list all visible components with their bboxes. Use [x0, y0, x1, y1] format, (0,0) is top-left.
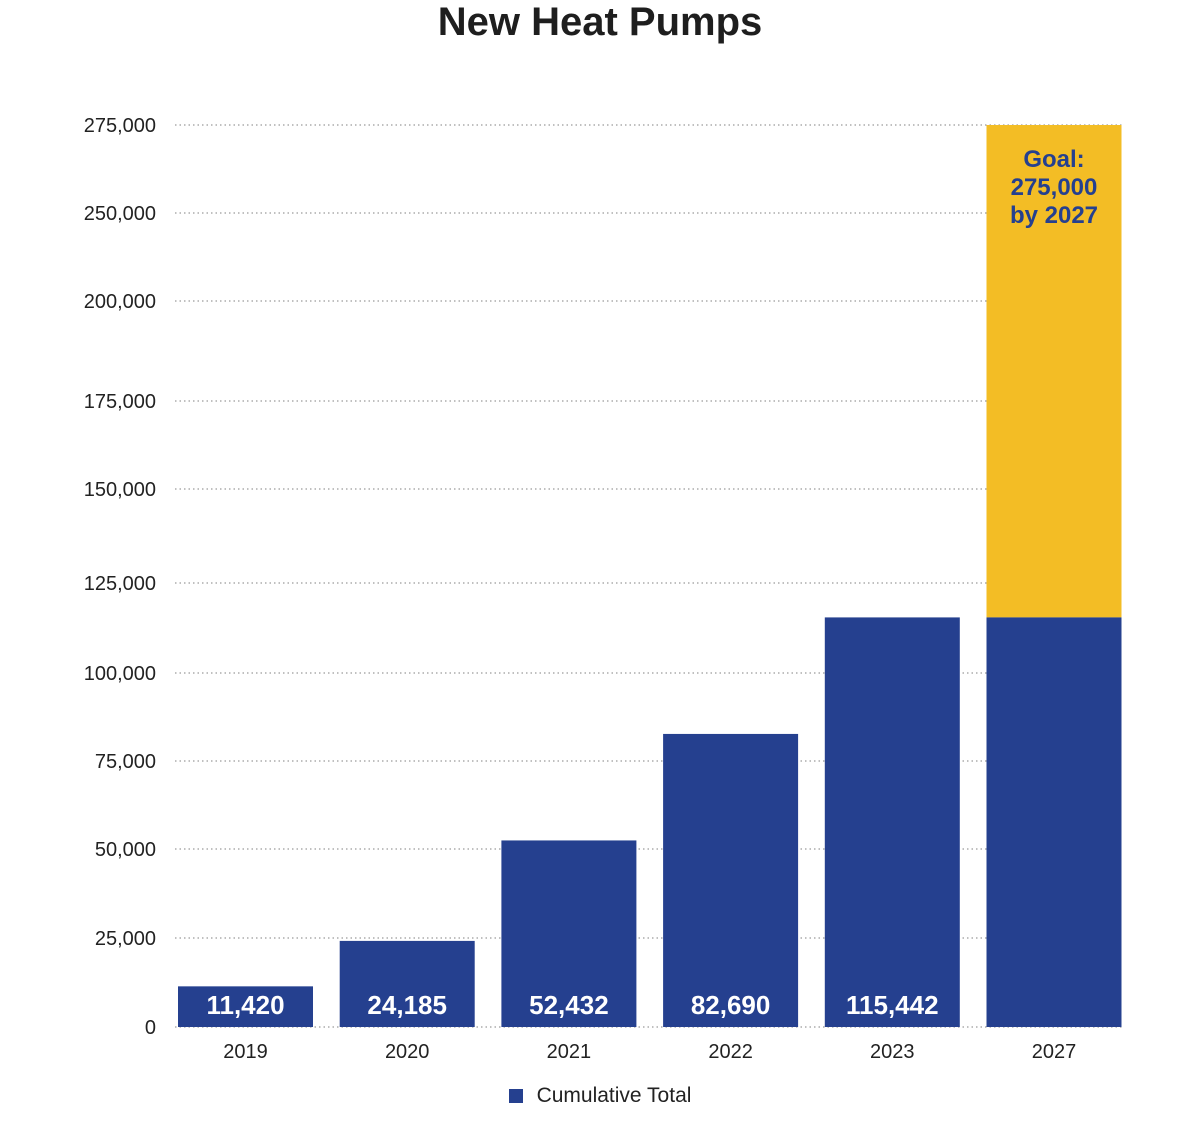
legend-label: Cumulative Total — [536, 1084, 692, 1107]
y-tick-label: 25,000 — [95, 928, 156, 950]
y-tick-label: 50,000 — [95, 839, 156, 861]
y-tick-label: 100,000 — [84, 663, 156, 685]
y-tick-label: 150,000 — [84, 479, 156, 501]
x-tick-label: 2027 — [1032, 1041, 1077, 1063]
legend: Cumulative Total — [0, 1084, 1200, 1108]
chart-title: New Heat Pumps — [437, 0, 763, 44]
y-tick-label: 250,000 — [84, 203, 156, 225]
goal-label: Goal: — [1023, 146, 1084, 173]
x-axis-ticks: 2019 2020 2021 2022 2023 2027 — [223, 1041, 1076, 1063]
gridlines — [175, 124, 1122, 1028]
bar-value-label: 52,432 — [529, 990, 609, 1020]
bar-2027 — [986, 617, 1122, 1027]
x-tick-label: 2023 — [870, 1041, 915, 1063]
x-tick-label: 2022 — [708, 1041, 753, 1063]
y-tick-label: 125,000 — [84, 573, 156, 595]
x-tick-label: 2020 — [385, 1041, 430, 1063]
x-tick-label: 2019 — [223, 1041, 268, 1063]
bar-value-label: 115,442 — [846, 990, 939, 1020]
bar-2021 — [501, 840, 637, 1027]
goal-label: by 2027 — [1010, 202, 1098, 229]
bars: 11,420 24,185 52,432 82,690 115,442 Goal:275,… — [178, 125, 1122, 1027]
bar-value-label: 24,185 — [367, 990, 447, 1020]
bar-value-label: 82,690 — [691, 990, 771, 1020]
legend-swatch — [508, 1089, 523, 1103]
bar-2020 — [339, 940, 475, 1027]
y-tick-label: 175,000 — [84, 391, 156, 413]
bar-2022 — [663, 733, 799, 1027]
bar-2023 — [824, 617, 960, 1027]
goal-bar — [986, 125, 1122, 618]
y-axis-ticks: 0 25,000 50,000 75,000 100,000 125,000 150,000… — [84, 115, 156, 1039]
y-tick-label: 0 — [145, 1017, 156, 1039]
x-tick-label: 2021 — [547, 1041, 592, 1063]
bar-2019 — [178, 986, 313, 1027]
goal-label: 275,000 — [1011, 174, 1098, 201]
y-tick-label: 200,000 — [84, 291, 156, 313]
y-tick-label: 275,000 — [84, 115, 156, 137]
y-tick-label: 75,000 — [95, 751, 156, 773]
bar-value-label: 11,420 — [206, 990, 284, 1020]
